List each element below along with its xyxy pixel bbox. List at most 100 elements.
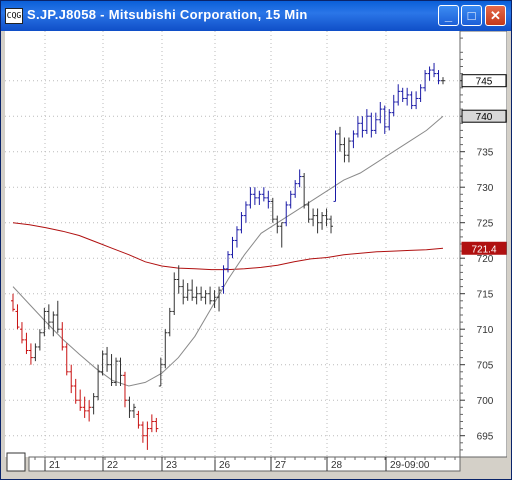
price-bar bbox=[145, 421, 150, 450]
close-button[interactable]: ✕ bbox=[485, 5, 506, 26]
price-bar bbox=[176, 265, 181, 294]
price-bar bbox=[212, 290, 217, 308]
chart-area[interactable]: 6957007057107157207257307357407457457407… bbox=[5, 30, 508, 475]
price-bar bbox=[243, 201, 248, 223]
price-bar bbox=[324, 208, 329, 227]
price-bar bbox=[24, 332, 29, 355]
price-bar bbox=[226, 251, 230, 273]
price-bar bbox=[382, 105, 387, 134]
price-bar bbox=[230, 236, 235, 259]
price-bar bbox=[284, 201, 289, 227]
price-bar bbox=[82, 396, 87, 418]
price-bar bbox=[163, 329, 168, 369]
price-bar bbox=[293, 180, 298, 198]
price-bar bbox=[405, 87, 410, 106]
price-bar bbox=[400, 87, 405, 102]
price-bar bbox=[122, 371, 127, 408]
price-bar bbox=[167, 307, 172, 337]
y-tick-label: 700 bbox=[477, 396, 494, 407]
price-bar bbox=[306, 201, 311, 223]
price-bar bbox=[199, 286, 204, 301]
price-label: 745 bbox=[476, 77, 493, 88]
x-tick-label: 23 bbox=[166, 460, 178, 471]
price-bar bbox=[279, 222, 284, 248]
price-bar bbox=[418, 84, 423, 102]
price-bar bbox=[87, 400, 92, 422]
price-bar bbox=[96, 364, 101, 401]
price-bar bbox=[248, 187, 253, 209]
price-bar bbox=[105, 346, 110, 372]
price-bar bbox=[154, 417, 159, 433]
price-bar bbox=[131, 403, 136, 418]
price-bar bbox=[181, 279, 186, 305]
price-bar bbox=[234, 226, 239, 248]
price-bar bbox=[302, 173, 307, 209]
price-bar bbox=[355, 116, 360, 138]
price-bar bbox=[33, 343, 38, 362]
price-bar bbox=[387, 109, 392, 131]
chart-app-icon[interactable]: CQG bbox=[5, 8, 23, 24]
price-bar bbox=[221, 265, 226, 294]
price-bar bbox=[396, 84, 401, 106]
price-bar bbox=[351, 130, 356, 149]
price-bar bbox=[73, 378, 78, 404]
maximize-button[interactable]: □ bbox=[461, 5, 482, 26]
y-tick-label: 705 bbox=[477, 361, 494, 372]
price-bar bbox=[337, 126, 342, 152]
y-tick-label: 730 bbox=[477, 183, 494, 194]
price-bar bbox=[91, 393, 96, 415]
x-tick-label: 21 bbox=[49, 460, 61, 471]
price-bar bbox=[203, 290, 208, 305]
price-bar bbox=[11, 293, 15, 312]
price-bar bbox=[427, 66, 432, 81]
price-chart[interactable]: 6957007057107157207257307357407457457407… bbox=[5, 30, 508, 475]
price-bar bbox=[409, 91, 414, 110]
price-bar bbox=[114, 357, 119, 386]
minimize-button[interactable]: _ bbox=[438, 5, 459, 26]
price-bar bbox=[373, 112, 378, 134]
x-tick-label: 27 bbox=[275, 460, 287, 471]
price-bar bbox=[158, 357, 163, 387]
close-icon: ✕ bbox=[490, 8, 501, 23]
price-bar bbox=[432, 62, 437, 78]
price-bar bbox=[329, 215, 334, 234]
y-tick-label: 715 bbox=[477, 290, 494, 301]
price-label-box bbox=[461, 74, 507, 88]
price-bar bbox=[149, 414, 154, 433]
price-label-box bbox=[461, 109, 507, 123]
price-bar bbox=[333, 130, 338, 202]
x-axis: 21 22 23 26 27 28 29-09:00 bbox=[28, 456, 461, 472]
x-tick-label: 22 bbox=[107, 460, 119, 471]
price-bar bbox=[78, 389, 83, 411]
y-tick-label: 735 bbox=[477, 148, 494, 159]
price-bar bbox=[194, 286, 199, 305]
price-bar bbox=[172, 272, 177, 315]
price-bar bbox=[441, 77, 445, 85]
price-bar bbox=[185, 283, 190, 301]
price-bar bbox=[257, 190, 262, 205]
price-bar bbox=[109, 354, 114, 386]
price-bar bbox=[239, 212, 244, 234]
price-bar bbox=[297, 169, 302, 188]
chart-corner-box[interactable] bbox=[6, 452, 26, 472]
price-bar bbox=[320, 212, 325, 230]
price-bar bbox=[118, 357, 123, 386]
price-bar bbox=[315, 208, 320, 234]
title-bar[interactable]: CQG S.JP.J8058 - Mitsubishi Corporation,… bbox=[1, 1, 511, 31]
price-bar bbox=[414, 91, 419, 110]
price-label: 740 bbox=[476, 112, 493, 123]
maximize-icon: □ bbox=[467, 8, 476, 23]
price-label: 721.4 bbox=[471, 244, 496, 255]
price-bar bbox=[60, 322, 65, 351]
y-tick-label: 710 bbox=[477, 325, 494, 336]
price-bar bbox=[190, 279, 195, 301]
price-bar bbox=[51, 311, 56, 337]
price-bar bbox=[436, 70, 441, 85]
price-bar bbox=[369, 112, 374, 138]
y-axis: 6957007057107157207257307357407457457407… bbox=[459, 30, 508, 458]
price-bars bbox=[11, 62, 445, 450]
price-bar bbox=[270, 197, 275, 223]
price-bar bbox=[342, 137, 347, 163]
price-bar bbox=[208, 286, 213, 305]
